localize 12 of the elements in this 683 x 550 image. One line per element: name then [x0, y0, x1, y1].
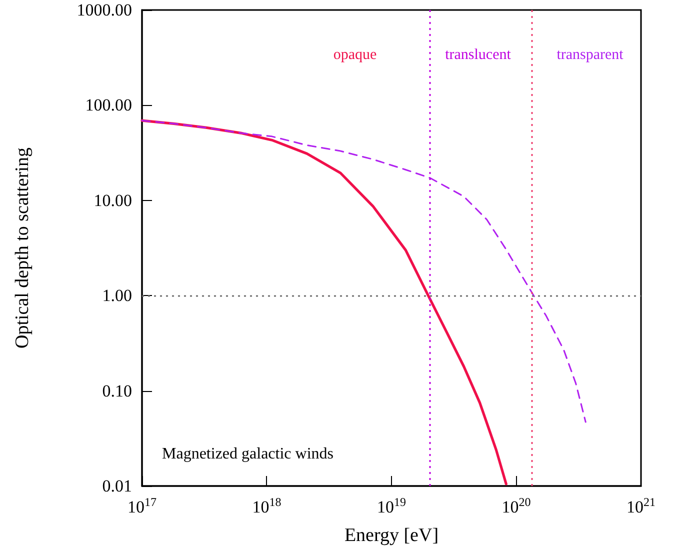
- annotation: transparent: [556, 47, 624, 63]
- x-axis-title: Energy [eV]: [344, 525, 439, 546]
- annotation: translucent: [445, 47, 512, 63]
- y-tick-label: 1000.00: [76, 0, 132, 20]
- y-axis-title: Optical depth to scattering: [12, 146, 33, 349]
- y-tick-label: 100.00: [85, 96, 132, 115]
- annotation: Magnetized galactic winds: [162, 446, 334, 462]
- y-tick-label: 0.10: [102, 381, 132, 400]
- y-tick-label: 0.01: [102, 476, 132, 496]
- y-tick-label: 1.00: [102, 286, 132, 306]
- annotation: opaque: [333, 47, 377, 63]
- y-tick-label: 10.00: [94, 190, 132, 210]
